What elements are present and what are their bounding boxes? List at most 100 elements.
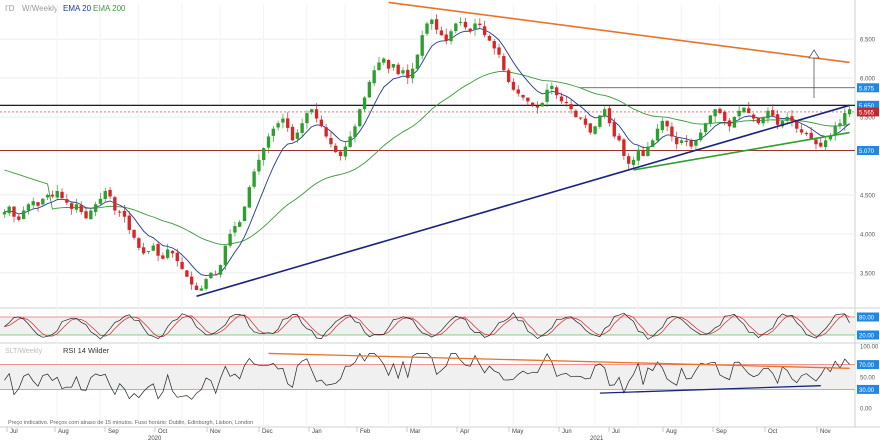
candle-body — [742, 107, 746, 113]
candle-body — [434, 19, 439, 30]
candle-body — [847, 109, 852, 115]
price-badge — [857, 145, 879, 155]
candle-body — [117, 211, 122, 213]
price-badge-label: 5.650 — [859, 104, 875, 110]
candle-body — [511, 81, 516, 90]
x-tick-label: Jul — [10, 429, 18, 435]
candle-body — [41, 198, 45, 205]
trendlines-layer — [196, 1, 850, 297]
rsi-y-tick-label: 30.00 — [859, 388, 875, 394]
price-y-tick-label: 4.000 — [860, 232, 876, 238]
rsi-line — [4, 352, 850, 400]
candle-body — [406, 69, 410, 79]
candle-body — [713, 109, 717, 117]
candle-body — [401, 70, 405, 74]
indicator-ema20-label: EMA 20 — [63, 4, 92, 13]
stoch-y-tick-label: 20.00 — [859, 334, 875, 340]
candle-body — [338, 151, 343, 156]
candle-body — [612, 122, 616, 137]
band-layer — [0, 316, 855, 390]
candle-body — [780, 120, 785, 127]
candle-body — [646, 146, 650, 157]
ema20-line — [4, 28, 850, 277]
year-label-2021: 2021 — [590, 436, 604, 442]
candle-body — [497, 47, 501, 55]
candle-body — [65, 199, 69, 203]
x-tick-label: Oct — [158, 429, 168, 435]
candle-body — [60, 191, 64, 199]
price-y-tick-label: 4.500 — [860, 193, 876, 199]
candle-body — [478, 23, 482, 26]
candle-body — [103, 191, 107, 199]
candle-body — [473, 23, 477, 30]
candle-body — [699, 132, 703, 141]
candle-body — [377, 62, 381, 71]
candle-body — [737, 110, 741, 117]
candle-body — [50, 194, 55, 197]
candle-body — [535, 105, 540, 108]
candle-body — [607, 108, 612, 124]
candle-body — [795, 121, 799, 129]
candle-body — [603, 109, 607, 117]
candle-body — [593, 126, 597, 134]
candle-body — [156, 244, 160, 256]
candle-body — [223, 245, 227, 266]
candle-body — [487, 35, 492, 41]
candle-body — [660, 120, 664, 131]
candle-body — [286, 118, 290, 128]
x-tick-label: Sep — [716, 429, 727, 435]
candle-body — [74, 204, 79, 210]
candle-body — [833, 126, 837, 136]
candle-body — [747, 108, 751, 114]
candle-body — [89, 210, 93, 220]
candle-body — [588, 123, 592, 133]
candle-body — [31, 201, 35, 206]
footer-note: Preço indicativo. Preços com atraso de 1… — [8, 420, 253, 426]
candle-body — [190, 276, 194, 285]
candle-body — [771, 110, 775, 116]
stoch-y-tick-label: 80.00 — [859, 316, 875, 322]
panel-frames — [0, 0, 880, 428]
candle-body — [756, 118, 761, 124]
ema200-line — [4, 71, 850, 245]
candle-body — [651, 140, 655, 147]
price-badge — [857, 100, 879, 110]
target-arrow-head — [808, 49, 820, 59]
candle-body — [439, 30, 444, 36]
candle-body — [214, 274, 218, 276]
rsi-y-tick-label: 50.00 — [860, 376, 876, 382]
candle-body — [564, 102, 568, 104]
candle-body — [386, 60, 391, 69]
candle-body — [194, 285, 199, 290]
candle-body — [122, 210, 127, 217]
candle-body — [804, 132, 809, 135]
rsi-y-badge — [857, 360, 879, 370]
year-label-2020: 2020 — [148, 436, 162, 442]
candle-body — [372, 70, 376, 84]
candle-body — [108, 189, 112, 197]
candle-body — [425, 23, 429, 34]
candle-body — [430, 19, 434, 25]
x-tick-label: Jun — [562, 429, 572, 435]
candle-body — [55, 191, 59, 198]
x-tick-label: Dec — [262, 429, 273, 435]
stoch-k-line — [4, 312, 850, 340]
x-tick-label: Apr — [460, 429, 469, 435]
candle-body — [319, 119, 324, 127]
candle-body — [348, 136, 352, 147]
x-tick-label: Jan — [312, 429, 322, 435]
x-tick-label: Feb — [360, 429, 371, 435]
candle-body — [271, 128, 276, 136]
candle-body — [204, 279, 208, 289]
x-tick-label: Jul — [612, 429, 620, 435]
candle-body — [516, 89, 520, 94]
candle-body — [17, 216, 21, 220]
candle-body — [799, 129, 804, 133]
trendline-short-term-support — [633, 131, 850, 171]
candle-body — [578, 117, 583, 119]
candle-body — [228, 233, 232, 246]
x-tick-label: May — [512, 429, 523, 435]
candle-body — [732, 116, 737, 128]
